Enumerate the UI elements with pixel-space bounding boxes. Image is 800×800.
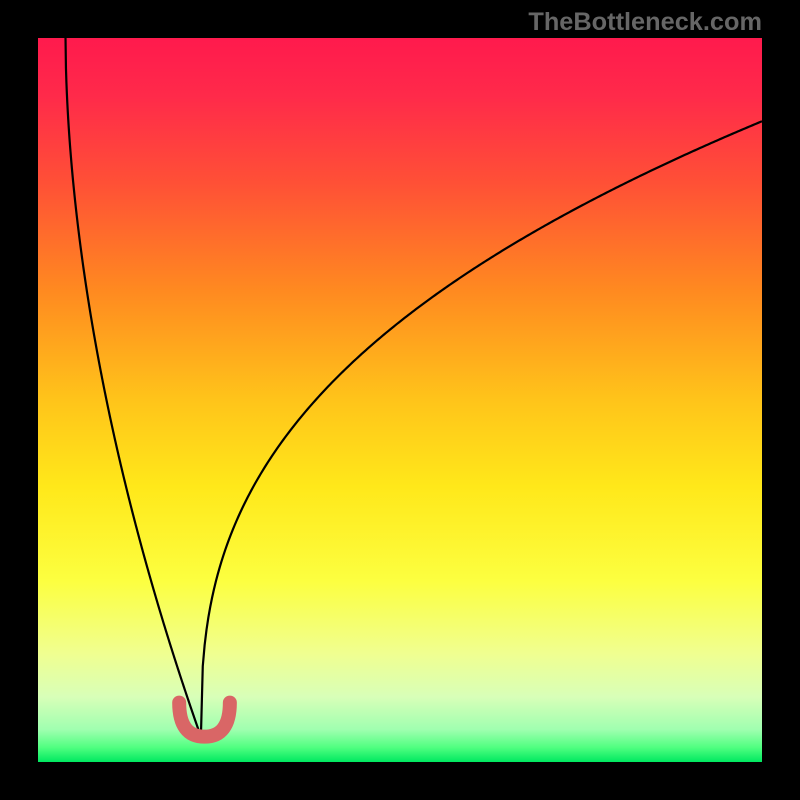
chart-container: TheBottleneck.com bbox=[0, 0, 800, 800]
chart-svg bbox=[0, 0, 800, 800]
bottleneck-curve bbox=[66, 38, 762, 737]
optimal-marker bbox=[179, 703, 230, 737]
watermark-text: TheBottleneck.com bbox=[528, 8, 762, 37]
